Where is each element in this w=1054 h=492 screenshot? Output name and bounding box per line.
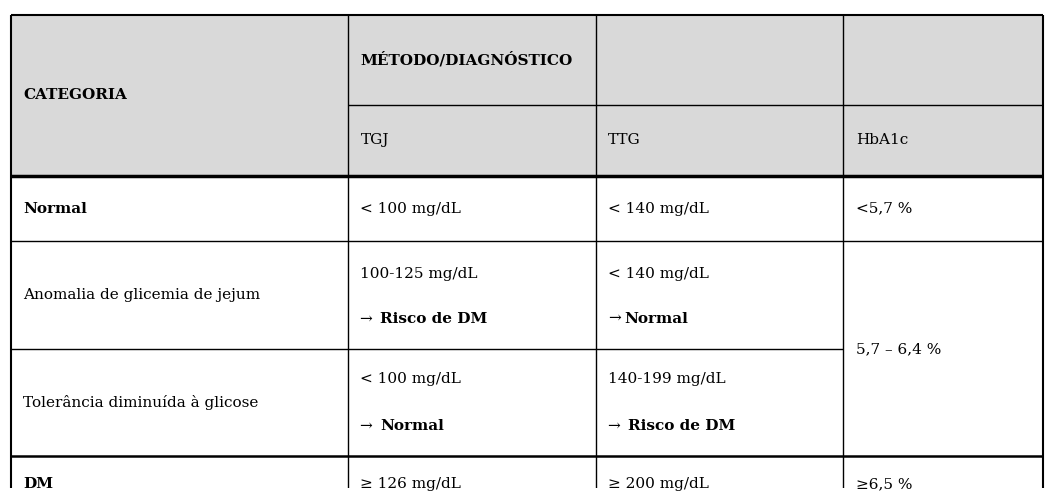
Text: →: → (608, 419, 626, 433)
Text: ≥ 126 mg/dL: ≥ 126 mg/dL (360, 477, 462, 491)
Bar (348, 15, 1043, 105)
Text: ≥ 200 mg/dL: ≥ 200 mg/dL (608, 477, 709, 491)
Text: Normal: Normal (380, 419, 445, 433)
Text: < 100 mg/dL: < 100 mg/dL (360, 202, 462, 215)
Text: 5,7 – 6,4 %: 5,7 – 6,4 % (856, 342, 941, 356)
Bar (348, 456, 596, 492)
Bar (843, 176, 1043, 242)
Text: TTG: TTG (608, 133, 641, 147)
Text: <5,7 %: <5,7 % (856, 202, 912, 215)
Text: Risco de DM: Risco de DM (380, 312, 488, 326)
Bar (596, 105, 843, 176)
Text: →: → (360, 312, 378, 326)
Text: < 140 mg/dL: < 140 mg/dL (608, 202, 709, 215)
Text: CATEGORIA: CATEGORIA (23, 88, 128, 102)
Bar (348, 176, 596, 242)
Text: < 140 mg/dL: < 140 mg/dL (608, 267, 709, 280)
Bar (596, 456, 843, 492)
Bar (596, 242, 843, 349)
Bar (348, 349, 596, 456)
Bar (11, 15, 348, 176)
Text: 140-199 mg/dL: 140-199 mg/dL (608, 372, 726, 386)
Text: MÉTODO/DIAGNÓSTICO: MÉTODO/DIAGNÓSTICO (360, 52, 572, 67)
Text: DM: DM (23, 477, 54, 491)
Bar (348, 105, 596, 176)
Text: →: → (360, 419, 378, 433)
Bar (596, 176, 843, 242)
Text: < 100 mg/dL: < 100 mg/dL (360, 372, 462, 386)
Bar (843, 242, 1043, 456)
Text: Tolerância diminuída à glicose: Tolerância diminuída à glicose (23, 395, 258, 410)
Text: ≥6,5 %: ≥6,5 % (856, 477, 913, 491)
Text: 100-125 mg/dL: 100-125 mg/dL (360, 267, 477, 280)
Bar (348, 242, 596, 349)
Bar (843, 456, 1043, 492)
Bar (596, 349, 843, 456)
Bar (11, 349, 348, 456)
Text: →: → (608, 312, 621, 326)
Text: TGJ: TGJ (360, 133, 389, 147)
Text: Risco de DM: Risco de DM (628, 419, 736, 433)
Bar (11, 242, 348, 349)
Bar (11, 176, 348, 242)
Bar (843, 105, 1043, 176)
Text: HbA1c: HbA1c (856, 133, 909, 147)
Text: Normal: Normal (23, 202, 87, 215)
Text: Anomalia de glicemia de jejum: Anomalia de glicemia de jejum (23, 288, 260, 302)
Bar (11, 456, 348, 492)
Text: Normal: Normal (624, 312, 688, 326)
